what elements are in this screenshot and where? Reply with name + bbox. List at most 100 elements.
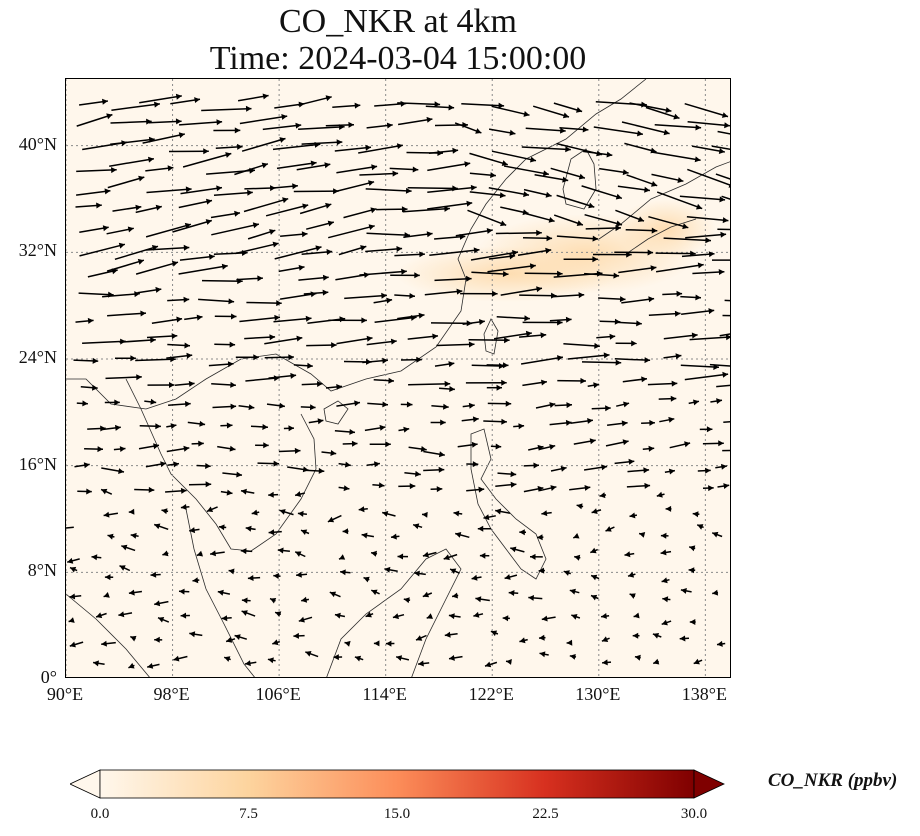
wind-vector bbox=[354, 655, 364, 662]
wind-vector bbox=[278, 447, 301, 454]
wind-vector bbox=[651, 173, 684, 183]
wind-vector bbox=[470, 250, 519, 261]
wind-vector bbox=[210, 210, 241, 219]
wind-vector bbox=[522, 319, 563, 326]
wind-vector bbox=[327, 514, 342, 523]
wind-vector bbox=[627, 467, 650, 474]
wind-vector bbox=[328, 317, 367, 324]
wind-vector bbox=[688, 399, 700, 406]
colorbar-tick-label: 7.5 bbox=[239, 806, 258, 822]
wind-vector bbox=[550, 167, 586, 180]
wind-vector bbox=[91, 554, 102, 561]
wind-vector bbox=[553, 102, 583, 113]
wind-vector bbox=[151, 316, 183, 324]
wind-vector bbox=[75, 317, 94, 324]
wind-vector bbox=[519, 332, 547, 339]
wind-vector bbox=[130, 532, 139, 539]
wind-vector bbox=[466, 461, 479, 468]
wind-vector bbox=[541, 615, 556, 622]
wind-vector bbox=[483, 514, 496, 521]
wind-vector bbox=[153, 523, 169, 531]
wind-vector bbox=[366, 461, 381, 468]
wind-vector bbox=[535, 402, 556, 409]
wind-vector bbox=[402, 205, 450, 213]
wind-vector bbox=[422, 591, 433, 598]
wind-vector bbox=[196, 550, 203, 557]
wind-vector bbox=[711, 531, 723, 538]
wind-vector bbox=[241, 610, 256, 617]
wind-vector bbox=[264, 354, 294, 361]
wind-vector bbox=[520, 355, 564, 365]
wind-vector bbox=[661, 577, 670, 584]
wind-vector bbox=[188, 481, 212, 488]
wind-vector bbox=[614, 357, 651, 364]
wind-vector bbox=[449, 568, 460, 574]
wind-vector bbox=[138, 443, 160, 450]
wind-vector bbox=[370, 550, 378, 557]
wind-vector bbox=[321, 450, 337, 456]
wind-vector bbox=[503, 165, 550, 177]
wind-vector bbox=[712, 589, 719, 596]
wind-vector bbox=[308, 418, 324, 425]
wind-vector bbox=[367, 401, 389, 408]
lat-tick-label: 32°N bbox=[18, 240, 57, 261]
wind-vector bbox=[532, 105, 570, 119]
wind-vector bbox=[431, 403, 449, 410]
wind-vector bbox=[436, 341, 475, 348]
wind-vector bbox=[412, 523, 423, 530]
wind-vector bbox=[110, 118, 152, 125]
wind-vector bbox=[434, 361, 455, 368]
wind-vector bbox=[201, 105, 252, 112]
wind-vector bbox=[106, 226, 134, 235]
wind-vector bbox=[101, 424, 121, 431]
wind-vector bbox=[128, 662, 135, 669]
wind-vector bbox=[596, 333, 616, 340]
wind-vector bbox=[469, 152, 509, 166]
wind-vector bbox=[162, 550, 169, 557]
map-canvas bbox=[66, 79, 730, 677]
wind-vector bbox=[114, 355, 136, 362]
wind-vector bbox=[385, 640, 395, 647]
wind-vector bbox=[296, 162, 331, 171]
wind-vector bbox=[654, 124, 702, 131]
wind-vector bbox=[625, 227, 658, 234]
wind-vector bbox=[300, 529, 310, 535]
colorbar-min-extend bbox=[70, 769, 101, 799]
wind-vector bbox=[234, 162, 269, 176]
wind-vector bbox=[299, 202, 332, 215]
wind-vector bbox=[166, 423, 177, 429]
wind-vector bbox=[583, 150, 613, 158]
wind-vector bbox=[268, 529, 282, 536]
wind-vector bbox=[157, 617, 170, 623]
wind-vector bbox=[711, 259, 730, 261]
wind-vector bbox=[174, 380, 195, 387]
wind-vector bbox=[358, 506, 368, 513]
wind-vector bbox=[563, 570, 572, 576]
wind-vector bbox=[397, 101, 441, 108]
wind-vector bbox=[691, 145, 725, 154]
wind-vector bbox=[493, 330, 532, 340]
wind-vector bbox=[274, 611, 282, 617]
wind-vector bbox=[180, 504, 190, 510]
wind-vector bbox=[144, 398, 157, 405]
wind-vector bbox=[461, 416, 479, 423]
wind-vector bbox=[662, 290, 683, 297]
wind-vector bbox=[696, 524, 704, 530]
wind-vector bbox=[571, 614, 581, 620]
wind-vector bbox=[717, 130, 730, 135]
wind-vector bbox=[173, 655, 188, 662]
wind-vector bbox=[303, 289, 329, 296]
wind-vector bbox=[453, 510, 463, 517]
wind-vector bbox=[179, 253, 215, 261]
wind-vector bbox=[78, 98, 109, 106]
wind-vector bbox=[119, 565, 131, 572]
wind-vector bbox=[225, 637, 236, 643]
wind-vector bbox=[549, 316, 572, 323]
wind-vector bbox=[519, 637, 528, 644]
wind-vector bbox=[212, 403, 237, 410]
wind-vector bbox=[601, 636, 610, 642]
wind-vector bbox=[484, 661, 498, 668]
wind-vector bbox=[306, 220, 334, 230]
wind-vector bbox=[118, 611, 133, 618]
wind-vector bbox=[134, 486, 155, 493]
